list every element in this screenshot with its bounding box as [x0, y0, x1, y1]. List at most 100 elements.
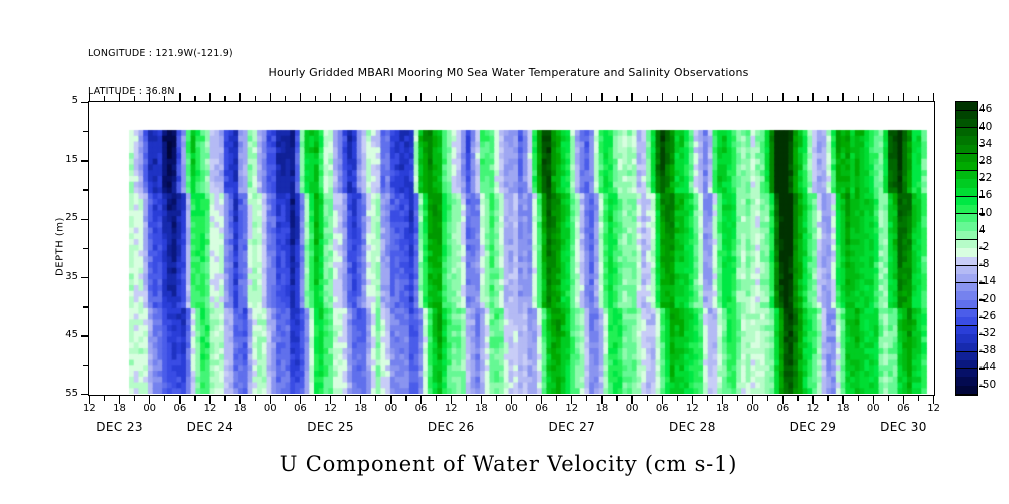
x-minor-tick-bottom [525, 396, 528, 401]
longitude-text: LONGITUDE : 121.9W(-121.9) [88, 48, 233, 59]
x-major-tick-top [631, 93, 633, 101]
x-axis-hour-label: 12 [203, 403, 217, 414]
x-axis-hour-label: 00 [866, 403, 880, 414]
x-major-tick-top [179, 93, 181, 101]
x-major-tick-top [88, 93, 91, 101]
x-major-tick-bottom [661, 396, 663, 404]
x-minor-tick-top [797, 96, 799, 101]
x-major-tick-top [420, 93, 422, 101]
colorbar-tick-label: 28 [979, 154, 993, 167]
x-major-tick-top [752, 93, 754, 101]
y-major-tick [81, 393, 88, 396]
x-minor-tick-top [586, 96, 588, 101]
x-minor-tick-bottom [887, 396, 889, 401]
x-minor-tick-bottom [737, 396, 739, 401]
x-minor-tick-bottom [375, 396, 377, 401]
page-title-text: Hourly Gridded MBARI Mooring M0 Sea Wate… [268, 66, 749, 79]
y-axis-tick-label: 15 [65, 153, 78, 165]
colorbar-tick [979, 247, 985, 250]
x-axis-day-label: DEC 27 [548, 420, 596, 434]
x-axis-hour-label: 18 [113, 403, 126, 414]
x-minor-tick-top [737, 96, 739, 101]
x-axis-day-label: DEC 25 [307, 420, 354, 434]
x-axis-hour-label: 18 [836, 403, 850, 414]
colorbar-tick [979, 144, 985, 146]
x-major-tick-top [269, 93, 271, 101]
x-major-tick-bottom [209, 396, 211, 404]
x-major-tick-top [812, 93, 814, 101]
x-minor-tick-bottom [194, 396, 196, 401]
x-minor-tick-bottom [797, 396, 799, 401]
x-axis-hour-label: 18 [595, 403, 609, 414]
x-minor-tick-top [706, 96, 709, 101]
x-major-tick-top [299, 93, 302, 101]
x-major-tick-top [450, 93, 452, 101]
x-major-tick-bottom [631, 396, 633, 404]
y-minor-tick [83, 306, 88, 308]
x-axis-hour-label: 06 [414, 403, 428, 414]
y-major-tick [81, 277, 88, 279]
latitude-text: LATITUDE : 36.8N [88, 85, 175, 97]
colorbar-tick [979, 161, 985, 164]
colorbar-tick-label: -44 [979, 361, 997, 374]
x-major-tick-bottom [420, 396, 422, 404]
x-minor-tick-bottom [284, 396, 286, 401]
x-major-tick-top [842, 93, 844, 101]
x-minor-tick-top [194, 96, 196, 101]
colorbar-tick [979, 299, 985, 301]
x-major-tick-bottom [269, 396, 271, 404]
x-major-tick-bottom [390, 396, 392, 404]
x-minor-tick-bottom [676, 396, 678, 401]
x-minor-tick-bottom [134, 396, 136, 401]
x-major-tick-bottom [782, 396, 784, 404]
y-axis-tick-label: 45 [65, 329, 78, 341]
x-minor-tick-top [525, 96, 528, 101]
figure-caption-text: U Component of Water Velocity (cm s-1) [279, 452, 738, 476]
figure-caption: U Component of Water Velocity (cm s-1) [0, 452, 1009, 476]
x-minor-tick-top [917, 96, 920, 101]
colorbar-tick-label: -20 [979, 292, 997, 305]
x-axis-hour-label: 12 [324, 403, 337, 414]
x-minor-tick-top [767, 96, 769, 101]
colorbar-tick-label: -2 [979, 241, 990, 253]
x-minor-tick-top [284, 96, 286, 101]
x-minor-tick-bottom [254, 396, 256, 401]
x-minor-tick-bottom [827, 396, 829, 401]
x-minor-tick-bottom [103, 396, 106, 401]
x-axis-hour-label: 12 [565, 403, 579, 414]
x-major-tick-top [360, 93, 362, 101]
x-axis-day-label: DEC 26 [427, 420, 475, 434]
x-minor-tick-top [435, 96, 437, 101]
y-axis-tick-label: 5 [71, 95, 78, 107]
x-axis-hour-label: 06 [897, 403, 910, 414]
x-major-tick-bottom [872, 396, 874, 404]
colorbar-tick [979, 368, 985, 370]
y-minor-tick [83, 189, 88, 191]
x-major-tick-top [782, 93, 784, 101]
x-axis-hour-label: 00 [625, 403, 639, 414]
x-axis-hour-label: 06 [776, 403, 790, 414]
colorbar-tick [979, 127, 985, 129]
x-minor-tick-top [134, 96, 136, 101]
x-axis-day-label: DEC 24 [186, 420, 234, 434]
x-axis-hour-label: 12 [686, 403, 699, 414]
x-major-tick-top [932, 93, 935, 101]
x-major-tick-bottom [329, 396, 332, 404]
y-major-tick [81, 218, 88, 220]
velocity-heatmap-field [89, 102, 933, 394]
page-title: Hourly Gridded MBARI Mooring M0 Sea Wate… [0, 66, 1009, 79]
x-major-tick-top [480, 93, 483, 101]
x-major-tick-bottom [239, 396, 241, 404]
x-minor-tick-bottom [465, 396, 467, 401]
x-axis-hour-label: 06 [173, 403, 187, 414]
y-major-tick [81, 160, 88, 162]
y-minor-tick [83, 364, 88, 366]
x-major-tick-bottom [601, 396, 603, 404]
colorbar-tick [979, 213, 985, 215]
x-axis-hour-label: 12 [927, 403, 940, 414]
x-minor-tick-top [405, 96, 407, 101]
colorbar-tick-label: -26 [979, 309, 997, 322]
x-minor-tick-top [314, 96, 317, 101]
x-major-tick-bottom [179, 396, 181, 404]
x-major-tick-bottom [540, 396, 543, 404]
